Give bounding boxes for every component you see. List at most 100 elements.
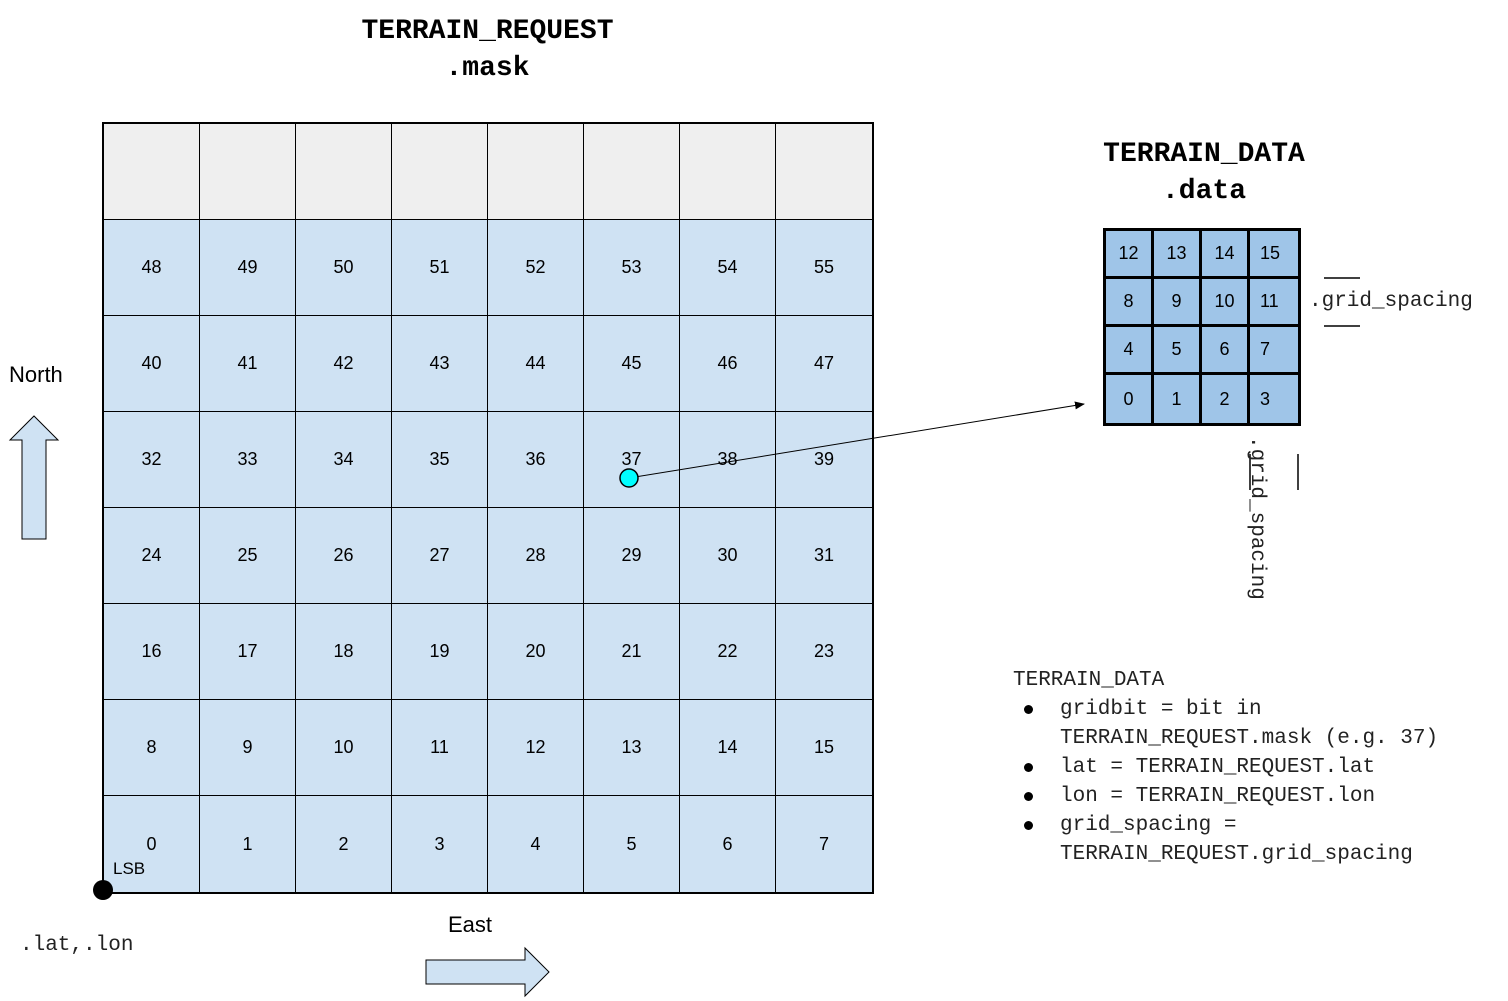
mask-cell: 13 xyxy=(584,700,680,796)
mask-cell-empty xyxy=(200,124,296,220)
bit-marker xyxy=(619,468,639,488)
data-title: TERRAIN_DATA .data xyxy=(1060,136,1348,210)
mask-cell: 0 xyxy=(104,796,200,892)
mask-cell: 36 xyxy=(488,412,584,508)
mask-cell: 30 xyxy=(680,508,776,604)
mask-cell: 3 xyxy=(392,796,488,892)
mask-cell-empty xyxy=(104,124,200,220)
mask-cell: 19 xyxy=(392,604,488,700)
notes-heading: TERRAIN_DATA xyxy=(1013,669,1165,692)
mask-cell: 21 xyxy=(584,604,680,700)
mask-cell: 27 xyxy=(392,508,488,604)
mask-cell: 40 xyxy=(104,316,200,412)
mask-cell: 39 xyxy=(776,412,872,508)
data-cell: 6 xyxy=(1202,327,1250,375)
mask-cell-empty xyxy=(488,124,584,220)
mask-grid: 48 49 50 51 52 53 54 55 40 41 42 43 44 45 46 47 32 33 34 35… xyxy=(102,122,874,894)
mask-cell: 14 xyxy=(680,700,776,796)
mask-cell-empty xyxy=(392,124,488,220)
mask-cell: 51 xyxy=(392,220,488,316)
mask-cell: 12 xyxy=(488,700,584,796)
mask-cell: 53 xyxy=(584,220,680,316)
mask-cell: 1 xyxy=(200,796,296,892)
data-cell: 15 xyxy=(1250,231,1298,279)
data-title-line1: TERRAIN_DATA xyxy=(1103,139,1305,170)
data-cell: 2 xyxy=(1202,375,1250,423)
notes-item-line: TERRAIN_REQUEST.mask (e.g. 37) xyxy=(1060,727,1439,750)
north-arrow xyxy=(8,415,60,540)
notes-item: grid_spacing = TERRAIN_REQUEST.grid_spac… xyxy=(1013,811,1503,869)
mask-cell: 55 xyxy=(776,220,872,316)
notes-item: lon = TERRAIN_REQUEST.lon xyxy=(1013,782,1503,811)
grid-spacing-horizontal-label: .grid_spacing xyxy=(1309,290,1473,313)
mask-cell: 16 xyxy=(104,604,200,700)
lsb-label: LSB xyxy=(113,859,146,878)
mask-cell: 18 xyxy=(296,604,392,700)
mask-cell: 48 xyxy=(104,220,200,316)
data-cell: 12 xyxy=(1106,231,1154,279)
data-cell: 14 xyxy=(1202,231,1250,279)
connector-arrow xyxy=(628,401,1085,479)
data-cell: 5 xyxy=(1154,327,1202,375)
mask-cell: 10 xyxy=(296,700,392,796)
mask-cell: 2 xyxy=(296,796,392,892)
mask-cell: 23 xyxy=(776,604,872,700)
mask-cell: 33 xyxy=(200,412,296,508)
notes-item-line: lat = TERRAIN_REQUEST.lat xyxy=(1060,756,1376,779)
mask-cell: 15 xyxy=(776,700,872,796)
mask-cell: 8 xyxy=(104,700,200,796)
data-cell: 8 xyxy=(1106,279,1154,327)
data-cell: 3 xyxy=(1250,375,1298,423)
mask-cell: 32 xyxy=(104,412,200,508)
mask-cell: 42 xyxy=(296,316,392,412)
mask-cell: 9 xyxy=(200,700,296,796)
notes-item-line: grid_spacing = xyxy=(1060,814,1237,837)
data-cell: 0 xyxy=(1106,375,1154,423)
mask-cell-empty xyxy=(584,124,680,220)
mask-cell: 49 xyxy=(200,220,296,316)
mask-cell: 11 xyxy=(392,700,488,796)
mask-cell: 20 xyxy=(488,604,584,700)
mask-cell: 22 xyxy=(680,604,776,700)
mask-cell: 41 xyxy=(200,316,296,412)
mask-cell: 6 xyxy=(680,796,776,892)
mask-cell-empty xyxy=(776,124,872,220)
notes-item-line: lon = TERRAIN_REQUEST.lon xyxy=(1060,785,1376,808)
mask-cell: 47 xyxy=(776,316,872,412)
mask-cell: 50 xyxy=(296,220,392,316)
data-cell: 1 xyxy=(1154,375,1202,423)
east-label: East xyxy=(448,912,493,937)
mask-cell: 24 xyxy=(104,508,200,604)
data-grid: 12 13 14 15 8 9 10 11 4 5 6 7 0 1 2 3 xyxy=(1103,228,1301,426)
mask-cell: 46 xyxy=(680,316,776,412)
mask-title-line2: .mask xyxy=(445,53,530,84)
data-cell: 10 xyxy=(1202,279,1250,327)
mask-cell: 25 xyxy=(200,508,296,604)
mask-cell-empty xyxy=(680,124,776,220)
mask-cell: 35 xyxy=(392,412,488,508)
mask-cell: 26 xyxy=(296,508,392,604)
mask-cell: 7 xyxy=(776,796,872,892)
mask-title-line1: TERRAIN_REQUEST xyxy=(361,16,614,47)
notes-list: gridbit = bit in TERRAIN_REQUEST.mask (e… xyxy=(1013,695,1503,869)
notes-item: lat = TERRAIN_REQUEST.lat xyxy=(1013,753,1503,782)
grid-spacing-vertical-label: .grid_spacing xyxy=(1245,436,1268,600)
notes-block: TERRAIN_DATA gridbit = bit in TERRAIN_RE… xyxy=(1013,666,1503,869)
notes-item-line: TERRAIN_REQUEST.grid_spacing xyxy=(1060,843,1413,866)
mask-cell: 38 xyxy=(680,412,776,508)
data-cell: 9 xyxy=(1154,279,1202,327)
mask-cell: 52 xyxy=(488,220,584,316)
mask-cell: 31 xyxy=(776,508,872,604)
data-cell: 11 xyxy=(1250,279,1298,327)
mask-cell: 54 xyxy=(680,220,776,316)
mask-cell: 5 xyxy=(584,796,680,892)
mask-cell: 29 xyxy=(584,508,680,604)
data-cell: 13 xyxy=(1154,231,1202,279)
origin-dot xyxy=(93,880,113,900)
mask-cell: 28 xyxy=(488,508,584,604)
east-arrow xyxy=(425,946,550,998)
mask-cell: 43 xyxy=(392,316,488,412)
data-cell: 4 xyxy=(1106,327,1154,375)
mask-title: TERRAIN_REQUEST .mask xyxy=(300,13,675,87)
